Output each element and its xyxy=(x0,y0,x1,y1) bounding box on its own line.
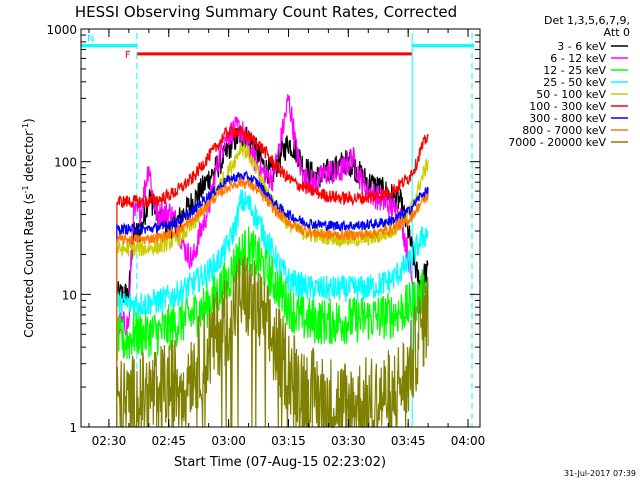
legend-entry-label: 7000 - 20000 keV xyxy=(508,136,606,149)
y-tick-label: 10 xyxy=(62,288,77,302)
y-axis-label: Corrected Count Rate (s-1 detector-1) xyxy=(21,118,36,337)
series-line-2 xyxy=(116,94,429,427)
y-tick-label: 1000 xyxy=(46,23,77,37)
x-tick-label: 03:45 xyxy=(391,434,426,448)
series-line-9 xyxy=(116,255,429,429)
legend-entry-label: 800 - 7000 keV xyxy=(522,124,606,137)
x-tick-label: 03:15 xyxy=(271,434,306,448)
legend-entry-label: 300 - 800 keV xyxy=(529,112,606,125)
legend-entry-label: 50 - 100 keV xyxy=(536,88,606,101)
series-line-4 xyxy=(116,189,429,427)
x-axis: 02:30 02:45 03:00 03:15 03:30 03:45 04:00 xyxy=(88,29,486,448)
legend-entry-label: 3 - 6 keV xyxy=(557,40,606,53)
series-layer xyxy=(116,94,429,429)
y-axis-label-mid: detector xyxy=(22,131,36,186)
flags-layer: FN xyxy=(81,34,475,61)
x-tick-label: 02:30 xyxy=(92,434,127,448)
legend-subheader: Att 0 xyxy=(604,26,630,39)
timestamp: 31-Jul-2017 07:39 xyxy=(564,469,636,478)
x-tick-label: 04:00 xyxy=(451,434,486,448)
flag-label-f: F xyxy=(125,50,131,61)
legend-entry-label: 100 - 300 keV xyxy=(529,100,606,113)
y-axis-label-sup1: -1 xyxy=(21,185,30,193)
chart-title: HESSI Observing Summary Count Rates, Cor… xyxy=(75,3,457,21)
series-line-6 xyxy=(116,125,429,427)
x-tick-label: 02:45 xyxy=(151,434,186,448)
x-tick-label: 03:00 xyxy=(211,434,246,448)
x-tick-label: 03:30 xyxy=(331,434,366,448)
legend-entry-label: 25 - 50 keV xyxy=(543,76,606,89)
legend-entry-label: 6 - 12 keV xyxy=(550,52,606,65)
series-line-3 xyxy=(116,226,429,427)
plot-frame xyxy=(80,28,481,428)
legend-entry-label: 12 - 25 keV xyxy=(543,64,606,77)
y-tick-label: 100 xyxy=(54,156,77,170)
x-axis-label: Start Time (07-Aug-15 02:23:02) xyxy=(174,455,386,470)
flag-label-n: N xyxy=(87,34,94,45)
y-tick-label: 1 xyxy=(69,421,77,435)
legend-header: Det 1,3,5,6,7,9, xyxy=(544,14,630,27)
series-line-7 xyxy=(116,170,429,427)
y-axis-label-end: ) xyxy=(22,118,36,123)
y-axis-label-main: Corrected Count Rate (s xyxy=(22,193,36,337)
y-axis: 1 10 100 1000 xyxy=(46,23,480,435)
y-axis-label-sup2: -1 xyxy=(21,123,30,131)
series-line-8 xyxy=(116,177,429,427)
